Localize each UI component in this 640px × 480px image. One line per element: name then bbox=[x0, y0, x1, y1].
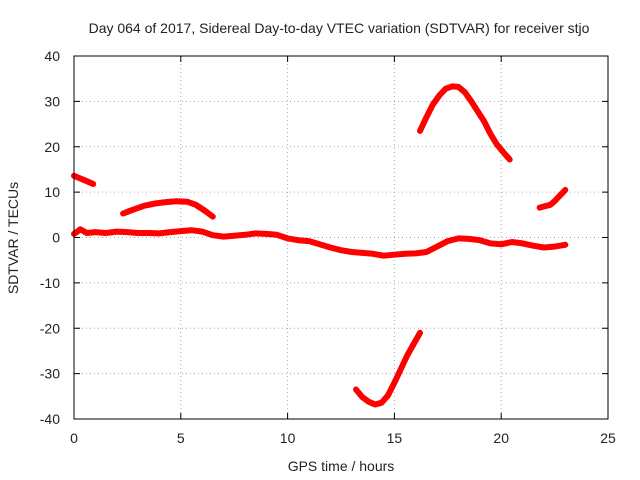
x-tick-label: 15 bbox=[387, 430, 403, 446]
series-main bbox=[71, 226, 569, 259]
y-axis-label: SDTVAR / TECUs bbox=[5, 182, 21, 294]
grid-layer bbox=[74, 56, 608, 419]
series-layer bbox=[71, 83, 569, 408]
y-tick-label: 30 bbox=[44, 93, 60, 109]
chart-title: Day 064 of 2017, Sidereal Day-to-day VTE… bbox=[89, 20, 590, 36]
y-tick-label: 0 bbox=[52, 230, 60, 246]
x-tick-label: 0 bbox=[70, 430, 78, 446]
x-axis-label: GPS time / hours bbox=[288, 458, 395, 474]
series-arc-2 bbox=[120, 198, 216, 220]
y-tick-label: -20 bbox=[40, 320, 60, 336]
y-tick-label: -30 bbox=[40, 366, 60, 382]
x-tick-label: 10 bbox=[280, 430, 296, 446]
y-tick-label: 40 bbox=[44, 48, 60, 64]
series-arc-5 bbox=[353, 329, 423, 408]
tick-layer: 0 5 10 15 20 25 -40 -30 -20 -10 0 10 20 30 40 bbox=[40, 48, 616, 446]
y-tick-label: -40 bbox=[40, 411, 60, 427]
x-tick-label: 25 bbox=[600, 430, 616, 446]
series-arc-1 bbox=[71, 172, 97, 187]
y-tick-label: -10 bbox=[40, 275, 60, 291]
x-tick-label: 20 bbox=[493, 430, 509, 446]
y-tick-label: 10 bbox=[44, 184, 60, 200]
x-tick-label: 5 bbox=[177, 430, 185, 446]
y-tick-label: 20 bbox=[44, 139, 60, 155]
series-arc-3 bbox=[417, 83, 513, 163]
series-arc-4 bbox=[536, 186, 569, 211]
